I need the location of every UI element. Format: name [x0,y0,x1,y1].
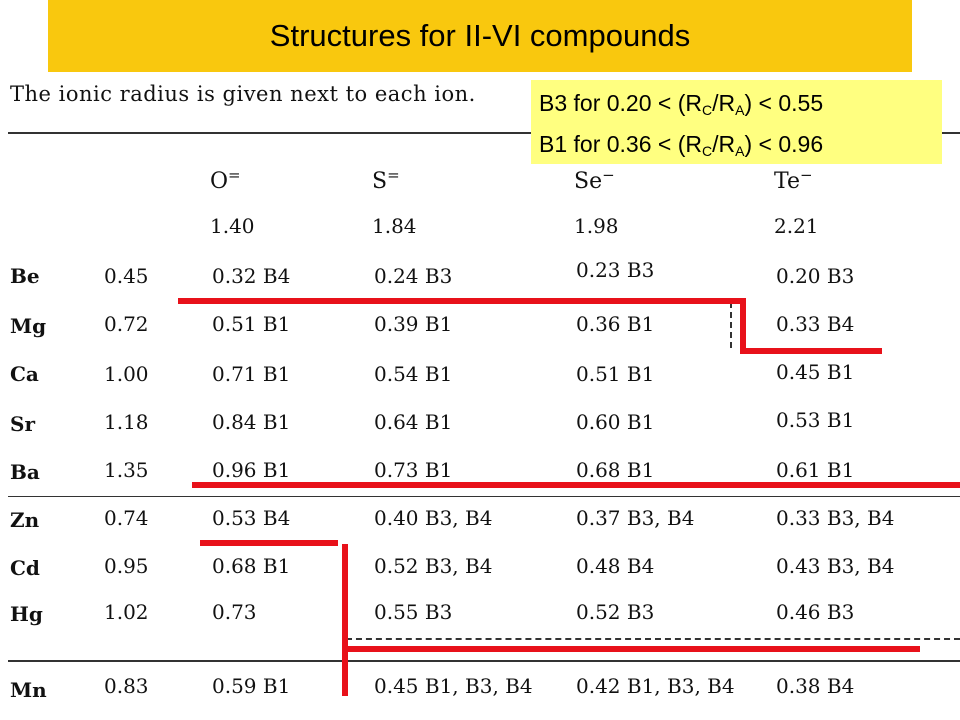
table-cell: 0.73 [212,600,257,624]
anion-header: Se− [574,166,615,194]
table-cell: 0.61 B1 [776,458,855,482]
cation-radius: 0.95 [104,554,149,578]
anion-radius: 1.40 [210,214,255,238]
cation-label: Zn [10,508,40,532]
table-cell: 0.46 B3 [776,600,855,624]
cation-radius: 0.72 [104,312,149,336]
cation-label: Sr [10,412,35,436]
anion-radius: 1.98 [574,214,619,238]
table-cell: 0.23 B3 [576,258,655,282]
section-rule [8,660,960,662]
cation-radius: 0.74 [104,506,149,530]
table-cell: 0.39 B1 [374,312,453,336]
table-cell: 0.37 B3, B4 [576,506,695,530]
intro-text: The ionic radius is given next to each i… [10,82,476,106]
table-cell: 0.42 B1, B3, B4 [576,674,735,698]
cation-radius: 0.45 [104,264,149,288]
table-cell: 0.54 B1 [374,362,453,386]
table-cell: 0.64 B1 [374,410,453,434]
table-cell: 0.96 B1 [212,458,291,482]
anion-header: Te− [774,166,813,194]
note-line-b3: B3 for 0.20 < (RC/RA) < 0.55 [539,90,824,118]
table-cell: 0.60 B1 [576,410,655,434]
table-cell: 0.20 B3 [776,264,855,288]
cation-radius: 1.00 [104,362,149,386]
table-cell: 0.45 B1 [776,360,855,384]
table-cell: 0.73 B1 [374,458,453,482]
table-cell: 0.32 B4 [212,264,291,288]
table-cell: 0.24 B3 [374,264,453,288]
table-cell: 0.71 B1 [212,362,291,386]
table-cell: 0.45 B1, B3, B4 [374,674,533,698]
boundary-line [178,298,746,304]
cation-label: Be [10,264,40,288]
table-cell: 0.68 B1 [576,458,655,482]
anion-header: O= [210,166,241,194]
cation-radius: 1.02 [104,600,149,624]
page-title: Structures for II-VI compounds [269,18,691,53]
table-cell: 0.33 B3, B4 [776,506,895,530]
radius-ratio-note: B3 for 0.20 < (RC/RA) < 0.55 B1 for 0.36… [531,80,942,164]
table-cell: 0.48 B4 [576,554,655,578]
table-cell: 0.52 B3 [576,600,655,624]
table-cell: 0.33 B4 [776,312,855,336]
table-cell: 0.40 B3, B4 [374,506,493,530]
table-cell: 0.59 B1 [212,674,291,698]
table-cell: 0.55 B3 [374,600,453,624]
cation-label: Mg [10,314,47,338]
anion-header: S= [372,166,400,194]
boundary-line [740,298,746,354]
section-rule [8,496,960,497]
cation-radius: 0.83 [104,674,149,698]
anion-radius: 1.84 [372,214,417,238]
cation-label: Ba [10,460,40,484]
boundary-line [740,348,882,354]
boundary-line [200,540,338,546]
cation-label: Mn [10,678,47,702]
table-cell: 0.36 B1 [576,312,655,336]
note-line-b1: B1 for 0.36 < (RC/RA) < 0.96 [539,131,824,159]
cation-label: Cd [10,556,40,580]
cation-label: Hg [10,602,43,626]
boundary-line [342,646,920,652]
title-bar: Structures for II-VI compounds [48,0,912,72]
table-cell: 0.51 B1 [576,362,655,386]
table-cell: 0.53 B1 [776,408,855,432]
table-cell: 0.84 B1 [212,410,291,434]
table-cell: 0.53 B4 [212,506,291,530]
table-cell: 0.68 B1 [212,554,291,578]
cation-label: Ca [10,362,39,386]
cation-radius: 1.18 [104,410,149,434]
dashed-boundary [730,302,732,348]
anion-radius: 2.21 [774,214,819,238]
cation-radius: 1.35 [104,458,149,482]
boundary-line [342,544,348,696]
table-cell: 0.43 B3, B4 [776,554,895,578]
top-rule [8,132,960,134]
table-cell: 0.52 B3, B4 [374,554,493,578]
dashed-rule [346,638,960,640]
boundary-line [192,482,960,488]
table-cell: 0.51 B1 [212,312,291,336]
table-cell: 0.38 B4 [776,674,855,698]
